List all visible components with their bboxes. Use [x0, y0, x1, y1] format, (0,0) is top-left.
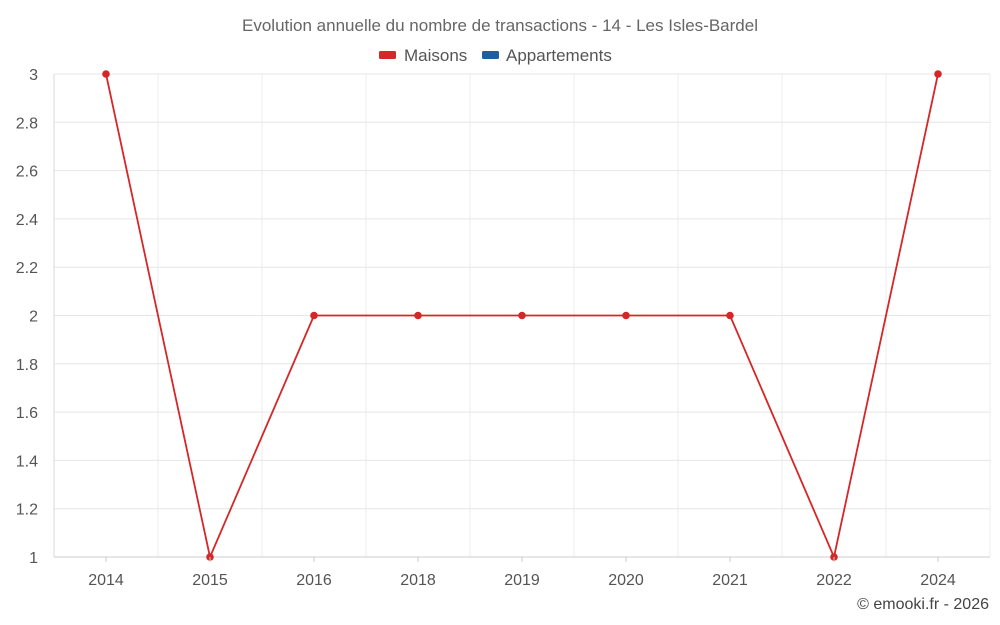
data-point[interactable]: [414, 311, 422, 320]
y-tick-label: 1.8: [16, 357, 38, 374]
x-tick-label: 2021: [712, 572, 748, 589]
x-tick-label: 2020: [608, 572, 644, 589]
y-tick-label: 2.6: [16, 164, 38, 181]
x-tick-label: 2018: [400, 572, 436, 589]
data-point[interactable]: [934, 70, 942, 78]
x-tick-label: 2016: [296, 572, 332, 589]
x-tick-label: 2024: [920, 572, 956, 589]
y-tick-label: 1.2: [16, 502, 38, 519]
data-point[interactable]: [102, 70, 110, 78]
y-tick-label: 1: [29, 550, 38, 567]
legend-item-appartements[interactable]: Appartements: [482, 46, 612, 65]
chart-title: Evolution annuelle du nombre de transact…: [242, 16, 758, 35]
x-tick-label: 2014: [88, 572, 124, 589]
data-point[interactable]: [726, 311, 734, 320]
x-tick-label: 2022: [816, 572, 852, 589]
x-tick-label: 2019: [504, 572, 540, 589]
y-tick-label: 2.2: [16, 260, 38, 277]
credit-text: © emooki.fr - 2026: [857, 596, 989, 613]
legend-swatch-appartements: [482, 51, 499, 59]
legend-swatch-maisons: [379, 51, 396, 59]
data-point[interactable]: [622, 311, 630, 320]
data-points: [102, 70, 942, 561]
y-tick-label: 3: [29, 67, 38, 84]
data-point[interactable]: [518, 311, 526, 320]
legend[interactable]: Maisons Appartements: [379, 46, 612, 65]
legend-item-maisons[interactable]: Maisons: [379, 46, 467, 65]
y-tick-label: 2.4: [16, 212, 38, 229]
y-tick-label: 1.4: [16, 453, 38, 470]
x-tick-label: 2015: [192, 572, 228, 589]
y-tick-label: 1.6: [16, 405, 38, 422]
legend-label-maisons: Maisons: [404, 46, 467, 65]
y-tick-label: 2: [29, 309, 38, 326]
legend-label-appartements: Appartements: [506, 46, 612, 65]
y-axis-ticks: 1 1.2 1.4 1.6 1.8 2 2.2 2.4 2.6 2.8 3: [16, 67, 38, 567]
x-axis-ticks: 2014 2015 2016 2018 2019 2020 2021 2022 2024: [88, 557, 956, 589]
data-point[interactable]: [310, 311, 318, 320]
y-tick-label: 2.8: [16, 115, 38, 132]
